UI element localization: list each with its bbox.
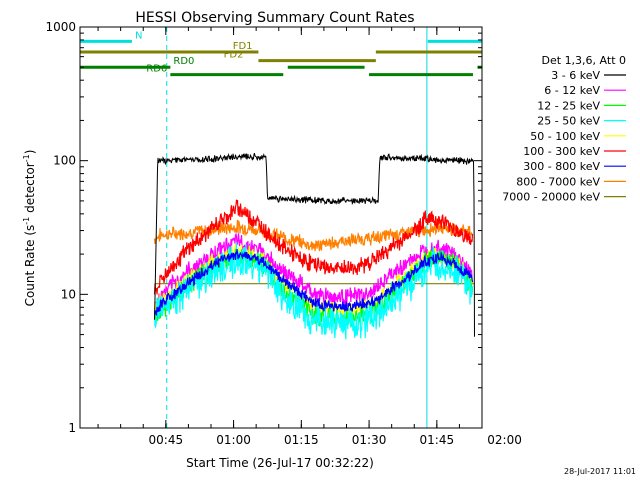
state-bar-label: FD2 [224,50,244,61]
legend-label: 7000 - 20000 keV [502,191,600,204]
series-5 [153,199,474,295]
chart-title: HESSI Observing Summary Count Rates [135,10,414,26]
legend-label: 3 - 6 keV [551,69,600,82]
legend-label: 50 - 100 keV [530,130,600,143]
x-tick-label: 01:30 [352,433,387,447]
series-layer [153,152,475,340]
plot-frame [79,26,483,429]
legend-label: 800 - 7000 keV [516,175,600,188]
legend: Det 1,3,6, Att 0 3 - 6 keV 6 - 12 keV 12 -… [502,54,626,204]
state-bar-label: FD1 [233,41,253,52]
state-bar-label: RD0 [173,56,194,67]
y-tick-label: 10 [61,287,76,301]
legend-label: 12 - 25 keV [537,99,600,112]
series-0 [154,152,475,337]
x-tick-label: 02:00 [487,433,522,447]
series-line [153,249,474,316]
series-line [154,152,475,337]
y-tick-label: 1 [68,421,76,435]
legend-title: Det 1,3,6, Att 0 [542,54,626,67]
orbit-markers [80,27,428,428]
series-line [153,241,474,340]
y-axis-label: Count Rate (s-1 detector-1) [22,150,37,307]
legend-label: 300 - 800 keV [523,160,600,173]
legend-label: 6 - 12 keV [544,84,600,97]
series-3 [153,241,474,340]
x-tick-label: 01:15 [284,433,319,447]
x-tick-label: 01:45 [420,433,455,447]
x-axis-label: Start Time (26-Jul-17 00:32:22) [186,456,374,470]
state-bar-label: RD6 [146,64,167,75]
series-line [153,199,474,295]
tick-layer: 1 10 100 1000 00:45 01:00 01:15 01:30 01:45 02:00 [45,20,521,447]
y-tick-label: 100 [53,154,76,168]
y-tick-label: 1000 [45,20,76,34]
series-1 [153,232,473,312]
legend-label: 25 - 50 keV [537,115,600,128]
state-bar-label: N [135,30,142,41]
x-tick-label: 01:00 [216,433,251,447]
series-6 [153,249,474,316]
legend-label: 100 - 300 keV [523,145,600,158]
series-line [153,232,473,312]
footer-date: 28-Jul-2017 11:01 [564,467,636,476]
x-tick-label: 00:45 [149,433,184,447]
